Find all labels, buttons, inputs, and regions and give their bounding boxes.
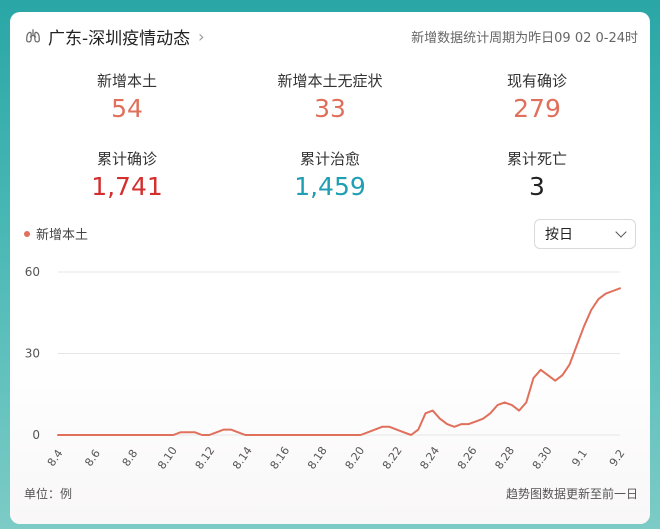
stat-new-asymptomatic: 新增本土无症状 33 [240,70,420,123]
period-note: 新增数据统计周期为昨日09 02 0-24时 [411,30,638,46]
unit-label: 单位：例 [24,487,73,501]
x-tick-label: 8.26 [455,444,480,472]
x-tick-label: 9.2 [607,447,628,469]
page-title: 广东-深圳疫情动态 [48,28,191,49]
chart-legend: 新增本土 [24,224,88,243]
lungs-icon [26,29,40,43]
stat-label: 现有确诊 [506,72,567,90]
stat-current-confirmed: 现有确诊 279 [447,70,627,123]
x-tick-label: 8.12 [193,444,218,472]
legend-label: 新增本土 [36,228,89,243]
stat-label: 新增本土无症状 [277,72,383,90]
x-tick-label: 8.6 [82,447,103,469]
x-tick-label: 8.8 [120,447,141,469]
stat-label: 累计治愈 [299,150,360,168]
chevron-right-icon[interactable]: › [198,26,205,46]
period-select-value: 按日 [545,227,573,243]
y-tick-label: 0 [32,428,40,442]
stat-value: 3 [529,172,545,201]
x-tick-label: 8.4 [45,447,66,469]
stat-value: 54 [111,94,143,123]
stat-value: 279 [513,94,561,123]
stat-new-local: 新增本土 54 [37,70,217,123]
trend-chart: 0 30 60 8.4 8.6 8.8 8.10 8.12 8.14 8.16 8.18 8.20 8.… [25,265,628,472]
x-tick-label: 8.14 [230,444,255,472]
stat-value: 1,741 [91,172,163,201]
chevron-down-icon [615,226,627,238]
stat-label: 累计死亡 [506,150,567,168]
x-tick-label: 8.18 [305,444,330,472]
stat-total-confirmed: 累计确诊 1,741 [37,148,217,201]
y-tick-label: 60 [25,265,40,279]
card-header[interactable]: 广东-深圳疫情动态 › 新增数据统计周期为昨日09 02 0-24时 [24,24,638,49]
stat-total-cured: 累计治愈 1,459 [240,148,420,201]
y-tick-label: 30 [25,347,40,361]
card-bottom-fade [10,354,650,524]
x-tick-label: 8.20 [343,444,368,472]
stat-label: 新增本土 [96,72,157,90]
x-tick-label: 8.10 [155,444,180,472]
series-line [57,287,621,436]
stat-total-deaths: 累计死亡 3 [447,148,627,201]
x-tick-label: 8.22 [380,444,405,472]
x-tick-label: 8.24 [417,444,442,472]
x-tick-label: 8.16 [268,444,293,472]
card-footer: 单位：例 趋势图数据更新至前一日 [24,485,638,502]
x-tick-label: 9.1 [569,447,590,469]
update-note: 趋势图数据更新至前一日 [505,487,638,501]
x-tick-label: 8.28 [492,444,517,472]
legend-dot [24,230,30,237]
period-select[interactable]: 按日 [534,219,636,249]
stat-value: 1,459 [294,172,366,201]
epidemic-card: 广东-深圳疫情动态 › 新增数据统计周期为昨日09 02 0-24时 新增本土 … [10,12,650,524]
stat-label: 累计确诊 [96,150,157,168]
x-tick-label: 8.30 [530,444,555,472]
stat-value: 33 [314,94,346,123]
